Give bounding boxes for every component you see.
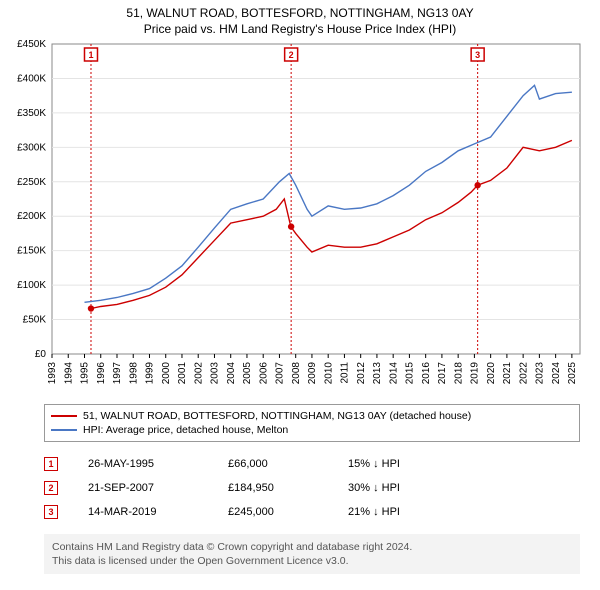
svg-text:2021: 2021: [502, 362, 513, 385]
event-price: £66,000: [228, 458, 318, 470]
svg-text:£200K: £200K: [17, 211, 46, 222]
svg-text:2006: 2006: [258, 362, 269, 385]
svg-text:2002: 2002: [193, 362, 204, 385]
event-marker-icon: 3: [44, 505, 58, 519]
event-date: 21-SEP-2007: [88, 482, 198, 494]
svg-text:2003: 2003: [210, 362, 221, 385]
svg-text:2011: 2011: [340, 362, 351, 384]
svg-text:2008: 2008: [291, 362, 302, 385]
svg-text:2012: 2012: [356, 362, 367, 385]
svg-text:2024: 2024: [551, 362, 562, 385]
event-marker-icon: 1: [44, 457, 58, 471]
svg-text:2022: 2022: [518, 362, 529, 385]
legend: 51, WALNUT ROAD, BOTTESFORD, NOTTINGHAM,…: [44, 404, 580, 442]
title-line1: 51, WALNUT ROAD, BOTTESFORD, NOTTINGHAM,…: [0, 6, 600, 20]
events-table: 1 26-MAY-1995 £66,000 15% ↓ HPI 2 21-SEP…: [44, 452, 580, 524]
svg-text:2019: 2019: [470, 362, 481, 385]
footnote-line: Contains HM Land Registry data © Crown c…: [52, 540, 572, 554]
svg-text:2000: 2000: [161, 362, 172, 385]
event-delta: 21% ↓ HPI: [348, 506, 438, 518]
event-price: £184,950: [228, 482, 318, 494]
event-row: 2 21-SEP-2007 £184,950 30% ↓ HPI: [44, 476, 580, 500]
svg-text:£350K: £350K: [17, 108, 46, 119]
svg-text:2: 2: [289, 50, 294, 60]
svg-text:2015: 2015: [405, 362, 416, 385]
legend-swatch: [51, 415, 77, 417]
svg-text:2013: 2013: [372, 362, 383, 385]
event-row: 3 14-MAR-2019 £245,000 21% ↓ HPI: [44, 500, 580, 524]
svg-text:2009: 2009: [307, 362, 318, 385]
svg-text:1996: 1996: [96, 362, 107, 385]
svg-text:2023: 2023: [535, 362, 546, 385]
event-delta: 15% ↓ HPI: [348, 458, 438, 470]
svg-text:£50K: £50K: [23, 315, 47, 326]
svg-text:2025: 2025: [567, 362, 578, 385]
svg-text:1997: 1997: [112, 362, 123, 385]
svg-text:£400K: £400K: [17, 73, 46, 84]
svg-text:3: 3: [475, 50, 480, 60]
legend-row: 51, WALNUT ROAD, BOTTESFORD, NOTTINGHAM,…: [51, 409, 573, 423]
event-delta: 30% ↓ HPI: [348, 482, 438, 494]
chart-svg: £0 £50K £100K £150K £200K £250K £300K £350K £400…: [0, 38, 600, 398]
svg-text:2001: 2001: [177, 362, 188, 385]
title-line2: Price paid vs. HM Land Registry's House …: [0, 22, 600, 36]
svg-text:£0: £0: [35, 349, 47, 360]
svg-text:2010: 2010: [323, 362, 334, 385]
svg-text:£450K: £450K: [17, 39, 46, 50]
svg-text:1: 1: [88, 50, 93, 60]
footnote-line: This data is licensed under the Open Gov…: [52, 554, 572, 568]
svg-text:2005: 2005: [242, 362, 253, 385]
chart-area: £0 £50K £100K £150K £200K £250K £300K £350K £400…: [0, 38, 600, 398]
svg-text:1998: 1998: [128, 362, 139, 385]
svg-text:2004: 2004: [226, 362, 237, 385]
svg-text:2007: 2007: [275, 362, 286, 385]
svg-text:2020: 2020: [486, 362, 497, 385]
event-row: 1 26-MAY-1995 £66,000 15% ↓ HPI: [44, 452, 580, 476]
legend-swatch: [51, 429, 77, 431]
svg-text:1999: 1999: [145, 362, 156, 385]
legend-label: 51, WALNUT ROAD, BOTTESFORD, NOTTINGHAM,…: [83, 410, 471, 422]
svg-text:1993: 1993: [47, 362, 58, 385]
legend-label: HPI: Average price, detached house, Melt…: [83, 424, 288, 436]
event-date: 14-MAR-2019: [88, 506, 198, 518]
svg-text:2018: 2018: [453, 362, 464, 385]
event-date: 26-MAY-1995: [88, 458, 198, 470]
svg-text:£100K: £100K: [17, 280, 46, 291]
svg-text:2017: 2017: [437, 362, 448, 385]
legend-row: HPI: Average price, detached house, Melt…: [51, 423, 573, 437]
svg-text:2014: 2014: [388, 362, 399, 385]
chart-title-block: 51, WALNUT ROAD, BOTTESFORD, NOTTINGHAM,…: [0, 0, 600, 38]
svg-text:2016: 2016: [421, 362, 432, 385]
svg-text:1995: 1995: [80, 362, 91, 385]
footnote: Contains HM Land Registry data © Crown c…: [44, 534, 580, 574]
event-marker-icon: 2: [44, 481, 58, 495]
event-price: £245,000: [228, 506, 318, 518]
svg-text:1994: 1994: [63, 362, 74, 385]
svg-text:£300K: £300K: [17, 142, 46, 153]
svg-text:£150K: £150K: [17, 246, 46, 257]
svg-text:£250K: £250K: [17, 177, 46, 188]
